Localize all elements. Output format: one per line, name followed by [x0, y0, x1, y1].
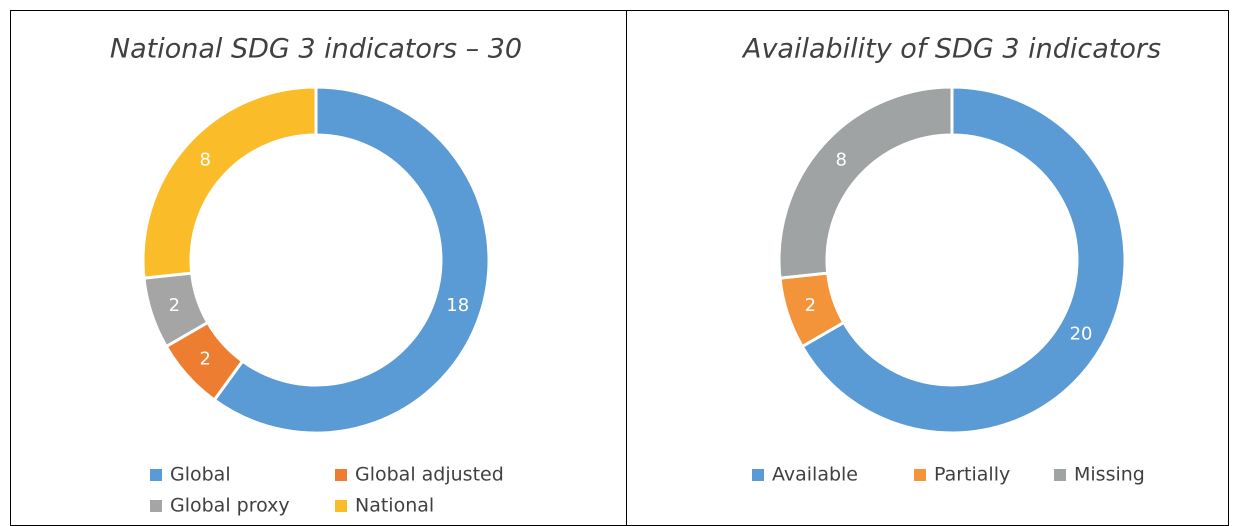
data-label: 8: [200, 149, 211, 170]
legend-swatch: [752, 469, 764, 481]
legend-label: Global proxy: [170, 495, 290, 517]
legend-label: Global: [170, 464, 231, 486]
data-label: 20: [1070, 324, 1093, 345]
donut-slice: [800, 85, 1127, 435]
legend-label: Available: [772, 464, 858, 486]
legend-swatch: [335, 500, 347, 512]
legend-swatch: [914, 469, 926, 481]
data-label: 8: [836, 149, 847, 170]
legend-label: Global adjusted: [355, 464, 504, 486]
chart-title: National SDG 3 indicators – 30: [110, 34, 522, 65]
legend-label: Partially: [934, 464, 1010, 486]
donut-slice: [777, 85, 954, 280]
legend-label: Missing: [1074, 464, 1145, 486]
donut-slice: [141, 85, 318, 280]
chart-title: Availability of SDG 3 indicators: [741, 34, 1161, 65]
legend-swatch: [150, 500, 162, 512]
data-label: 2: [169, 295, 180, 316]
data-label: 2: [805, 295, 816, 316]
donut-slice: [212, 85, 491, 435]
legend-swatch: [150, 469, 162, 481]
data-label: 18: [446, 295, 469, 316]
data-label: 2: [200, 349, 211, 370]
legend-label: National: [355, 495, 434, 517]
legend-swatch: [335, 469, 347, 481]
legend-swatch: [1054, 469, 1066, 481]
